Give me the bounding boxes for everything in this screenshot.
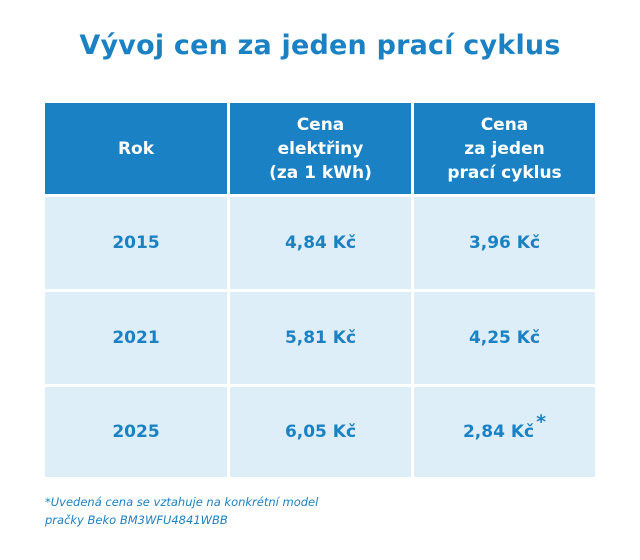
year-cell: 2025 — [45, 387, 227, 477]
header-electricity-price: Cena elektřiny (za 1 kWh) — [230, 103, 411, 194]
price-table: Rok Cena elektřiny (za 1 kWh) Cena za je… — [45, 103, 595, 477]
electricity-price-cell: 4,84 Kč — [230, 197, 411, 289]
header-year: Rok — [45, 103, 227, 194]
electricity-price-cell: 5,81 Kč — [230, 292, 411, 384]
header-cycle-price: Cena za jeden prací cyklus — [414, 103, 595, 194]
footnote: *Uvedená cena se vztahuje na konkrétní m… — [45, 493, 405, 529]
footnote-asterisk: * — [536, 411, 547, 433]
cycle-price-value: 4,25 Kč — [468, 328, 541, 348]
footnote-line: pračky Beko BM3WFU4841WBB — [45, 513, 228, 527]
page-title: Vývoj cen za jeden prací cyklus — [79, 30, 561, 61]
cycle-price-cell: 4,25 Kč — [414, 292, 595, 384]
cycle-price-cell: 2,84 Kč * — [414, 387, 595, 477]
footnote-line: *Uvedená cena se vztahuje na konkrétní m… — [45, 495, 319, 509]
cycle-price-value: 2,84 Kč — [462, 422, 535, 442]
year-cell: 2015 — [45, 197, 227, 289]
electricity-price-cell: 6,05 Kč — [230, 387, 411, 477]
cycle-price-value: 3,96 Kč — [468, 233, 541, 253]
year-cell: 2021 — [45, 292, 227, 384]
cycle-price-cell: 3,96 Kč — [414, 197, 595, 289]
